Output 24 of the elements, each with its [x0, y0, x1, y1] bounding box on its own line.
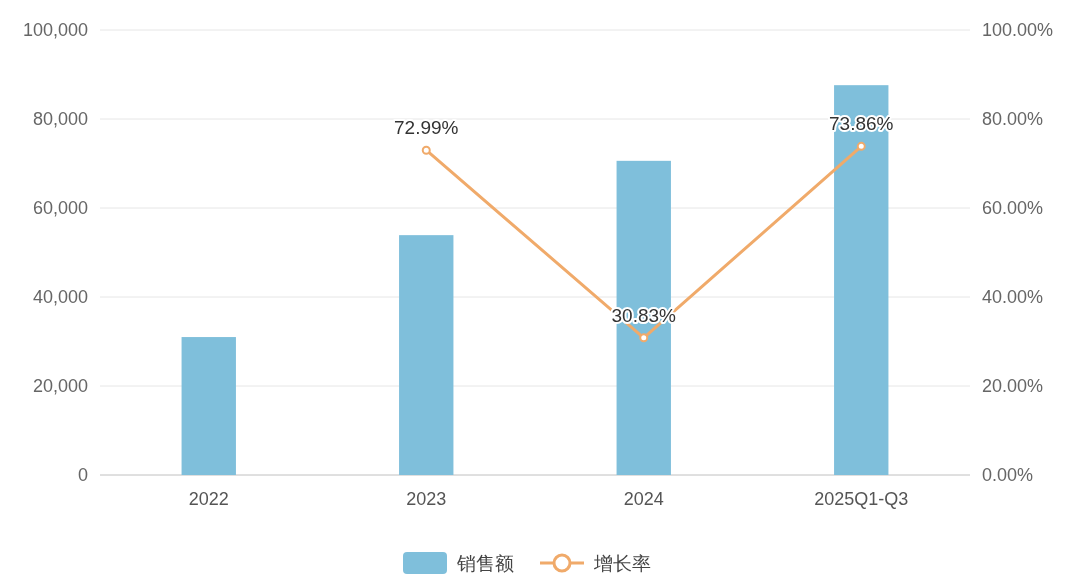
- data-label: 72.99%: [394, 117, 459, 139]
- legend-label: 增长率: [593, 553, 651, 574]
- point: [421, 145, 431, 155]
- y2-tick-label: 0.00%: [982, 465, 1034, 485]
- bar: [399, 235, 454, 475]
- bar: [181, 337, 236, 475]
- y-tick-label: 80,000: [32, 109, 88, 129]
- legend-label: 销售额: [456, 553, 514, 574]
- y2-tick-label: 100.00%: [982, 20, 1054, 40]
- y-tick-label: 0: [77, 465, 88, 485]
- x-tick-label: 2022: [188, 489, 229, 509]
- x-tick-label: 2023: [406, 489, 447, 509]
- y2-tick-label: 60.00%: [982, 198, 1044, 218]
- y-tick-label: 20,000: [32, 376, 88, 396]
- y2-tick-label: 40.00%: [982, 287, 1044, 307]
- y-tick-label: 60,000: [32, 198, 88, 218]
- y2-tick-label: 20.00%: [982, 376, 1044, 396]
- x-tick-label: 2025Q1-Q3: [814, 489, 909, 509]
- y2-tick-label: 80.00%: [982, 109, 1044, 129]
- y-tick-label: 100,000: [22, 20, 88, 40]
- point: [639, 333, 649, 343]
- x-tick-label: 2024: [623, 489, 664, 509]
- point: [856, 141, 866, 151]
- y-tick-label: 40,000: [32, 287, 88, 307]
